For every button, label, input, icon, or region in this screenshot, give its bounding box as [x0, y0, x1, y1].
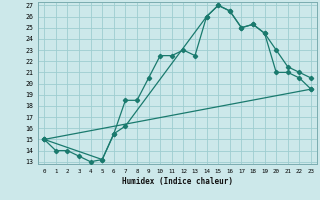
X-axis label: Humidex (Indice chaleur): Humidex (Indice chaleur): [122, 177, 233, 186]
